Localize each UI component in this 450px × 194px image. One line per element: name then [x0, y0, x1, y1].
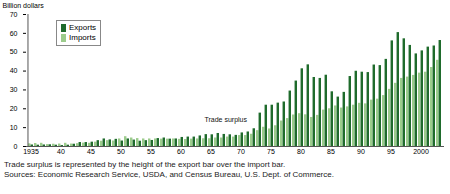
svg-text:30: 30 [10, 86, 18, 93]
html-text:Trade surplus is represented b: Trade surplus is represented by the heig… [4, 160, 286, 169]
svg-text:60: 60 [10, 30, 18, 37]
svg-text:50: 50 [117, 148, 125, 155]
svg-text:10: 10 [10, 124, 18, 131]
html-text:Exports: Exports [69, 23, 97, 32]
svg-text:65: 65 [207, 148, 215, 155]
svg-text:80: 80 [297, 148, 305, 155]
svg-text:Trade surplus: Trade surplus [204, 116, 247, 124]
svg-text:95: 95 [387, 148, 395, 155]
svg-text:60: 60 [177, 148, 185, 155]
svg-text:0: 0 [14, 143, 18, 150]
html-text:Imports: Imports [69, 33, 96, 42]
svg-text:75: 75 [267, 148, 275, 155]
svg-text:1935: 1935 [23, 148, 39, 155]
svg-text:Billion dollars: Billion dollars [3, 2, 45, 9]
svg-text:90: 90 [357, 148, 365, 155]
svg-text:40: 40 [10, 67, 18, 74]
svg-text:70: 70 [10, 11, 18, 18]
svg-text:20: 20 [10, 105, 18, 112]
svg-text:2000: 2000 [413, 148, 429, 155]
svg-text:85: 85 [327, 148, 335, 155]
svg-text:50: 50 [10, 48, 18, 55]
svg-text:55: 55 [147, 148, 155, 155]
html-text:Sources: Economic Research Ser: Sources: Economic Research Service, USDA… [4, 170, 334, 179]
svg-text:70: 70 [237, 148, 245, 155]
svg-text:40: 40 [57, 148, 65, 155]
svg-text:45: 45 [87, 148, 95, 155]
